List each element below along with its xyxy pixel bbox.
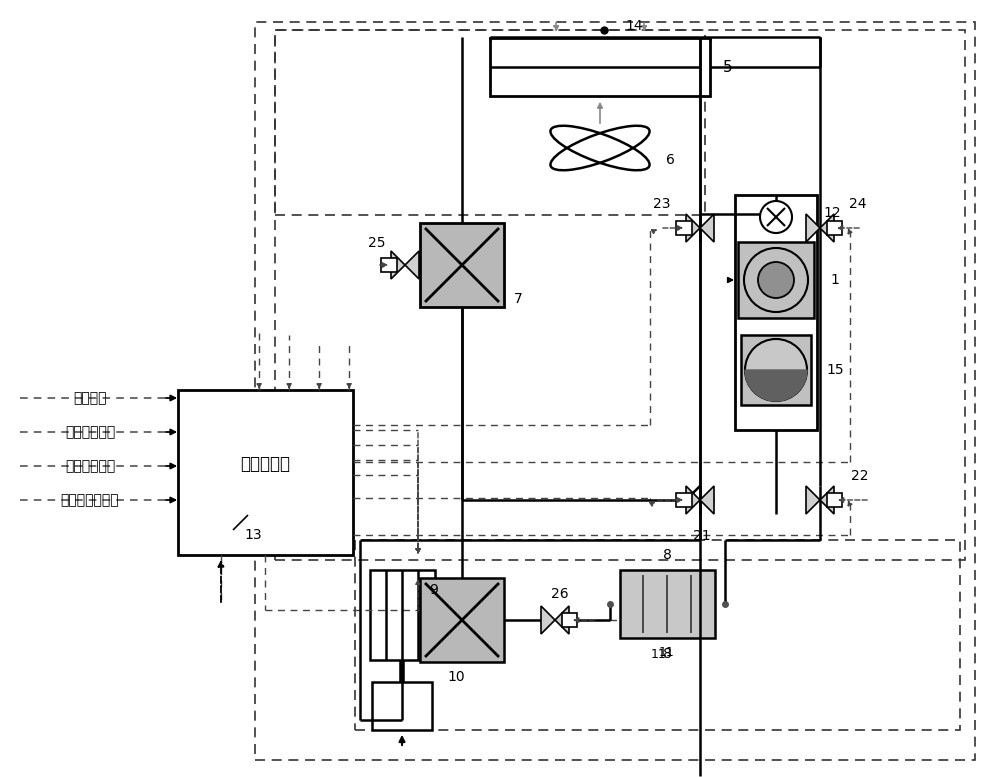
Circle shape	[744, 248, 808, 312]
Polygon shape	[686, 214, 700, 242]
Polygon shape	[806, 486, 820, 514]
Text: 11: 11	[659, 646, 675, 658]
Text: 21: 21	[693, 529, 711, 543]
Bar	[741, 335, 811, 405]
Text: 8: 8	[663, 548, 671, 562]
Bar	[827, 221, 842, 235]
Bar	[490, 38, 710, 96]
Text: 15: 15	[826, 363, 844, 377]
Bar	[370, 570, 435, 660]
Bar	[255, 22, 975, 760]
Polygon shape	[686, 486, 700, 514]
Polygon shape	[820, 486, 834, 514]
Text: 14: 14	[625, 19, 643, 33]
Polygon shape	[700, 486, 714, 514]
Text: 6: 6	[666, 153, 674, 167]
Polygon shape	[555, 606, 569, 634]
Text: 9: 9	[430, 583, 438, 597]
Bar	[620, 570, 715, 638]
Bar	[676, 221, 692, 235]
Bar	[372, 682, 432, 730]
Bar	[275, 30, 965, 560]
Polygon shape	[391, 251, 405, 279]
Text: 11: 11	[651, 647, 667, 660]
Bar	[735, 195, 817, 430]
Circle shape	[745, 339, 807, 401]
Polygon shape	[806, 214, 820, 242]
Bar	[420, 223, 504, 307]
Text: 设定温度信号: 设定温度信号	[65, 459, 115, 473]
Circle shape	[760, 201, 792, 233]
Text: 出风口温度信号: 出风口温度信号	[61, 493, 119, 507]
Circle shape	[758, 262, 794, 298]
Text: 光照信号: 光照信号	[73, 391, 107, 405]
Bar	[738, 242, 814, 318]
Text: 22: 22	[851, 469, 869, 483]
Bar	[676, 493, 692, 507]
Bar	[420, 578, 504, 662]
Polygon shape	[700, 214, 714, 242]
Bar	[178, 390, 353, 555]
Text: 1: 1	[831, 273, 839, 287]
Bar	[827, 493, 842, 507]
Text: 25: 25	[368, 236, 386, 250]
Text: 24: 24	[849, 197, 867, 211]
Text: 7: 7	[514, 292, 522, 306]
Bar	[355, 540, 960, 730]
Polygon shape	[745, 370, 807, 401]
Text: 10: 10	[447, 670, 465, 684]
Polygon shape	[820, 214, 834, 242]
Text: 8: 8	[663, 647, 671, 661]
Text: 空调控制器: 空调控制器	[240, 455, 290, 473]
Text: 12: 12	[823, 206, 841, 220]
Text: 13: 13	[244, 528, 262, 542]
Bar	[562, 613, 577, 627]
Polygon shape	[405, 251, 419, 279]
Text: 23: 23	[653, 197, 671, 211]
Text: 5: 5	[723, 60, 733, 75]
Text: 26: 26	[551, 587, 569, 601]
Text: 室内温度信号: 室内温度信号	[65, 425, 115, 439]
Bar	[381, 258, 397, 272]
Polygon shape	[541, 606, 555, 634]
Bar	[275, 30, 705, 215]
